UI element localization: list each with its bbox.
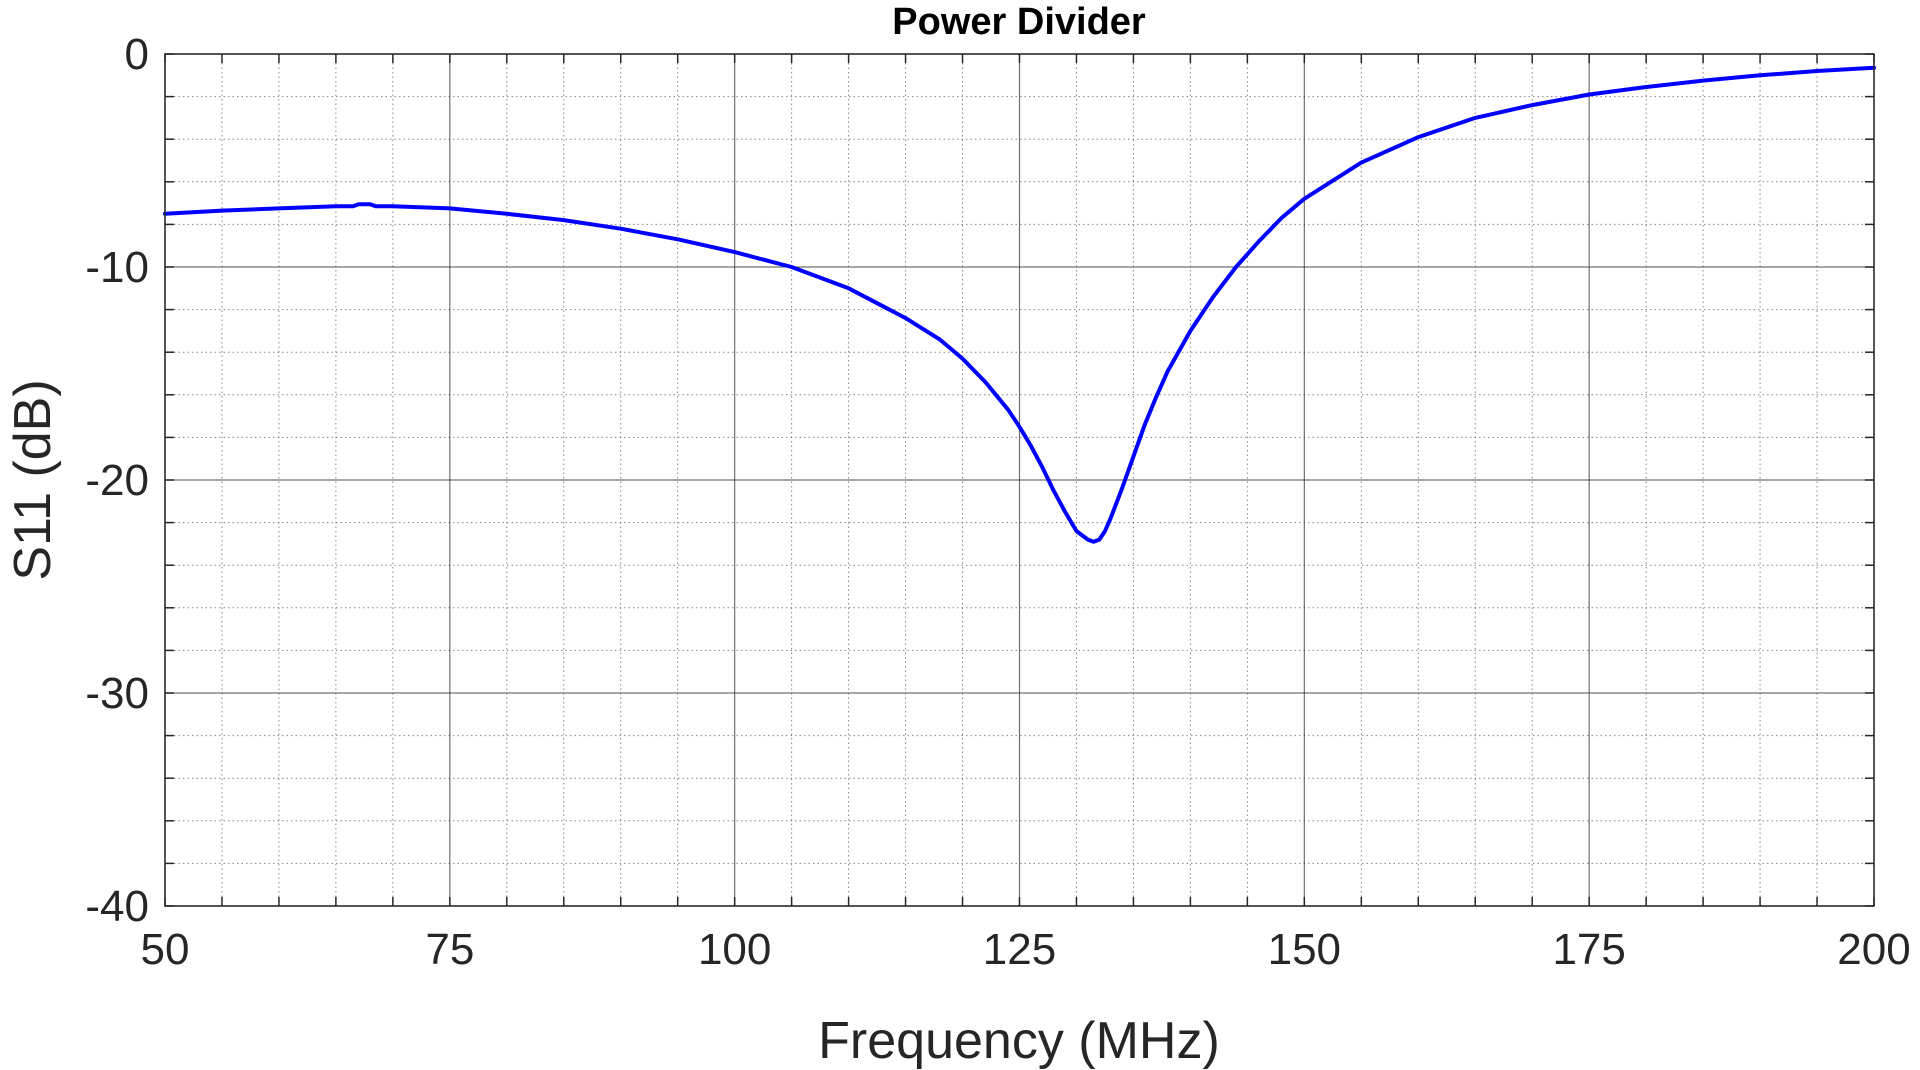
y-tick-label: -40 (85, 882, 149, 931)
major-grid (164, 53, 1875, 907)
y-axis-label: S11 (dB) (4, 379, 62, 580)
x-tick-label: 175 (1552, 925, 1625, 974)
series-layer (163, 65, 1876, 544)
x-tick-labels: 50 75 100 125 150 175 200 (141, 925, 1911, 974)
x-tick-label: 150 (1268, 925, 1341, 974)
chart-title: Power Divider (892, 1, 1146, 43)
x-tick-label: 125 (983, 925, 1056, 974)
y-tick-label: -30 (85, 669, 149, 718)
s11-series-line (163, 65, 1876, 544)
x-tick-label: 75 (425, 925, 474, 974)
y-tick-label: -20 (85, 456, 149, 505)
y-tick-label: 0 (125, 30, 149, 79)
y-tick-label: -10 (85, 243, 149, 292)
tick-marks (164, 53, 1875, 907)
x-axis-label: Frequency (MHz) (818, 1012, 1220, 1070)
x-tick-label: 200 (1837, 925, 1910, 974)
x-tick-label: 50 (141, 925, 190, 974)
x-tick-label: 100 (698, 925, 771, 974)
y-tick-labels: 0 -10 -20 -30 -40 (85, 30, 149, 931)
